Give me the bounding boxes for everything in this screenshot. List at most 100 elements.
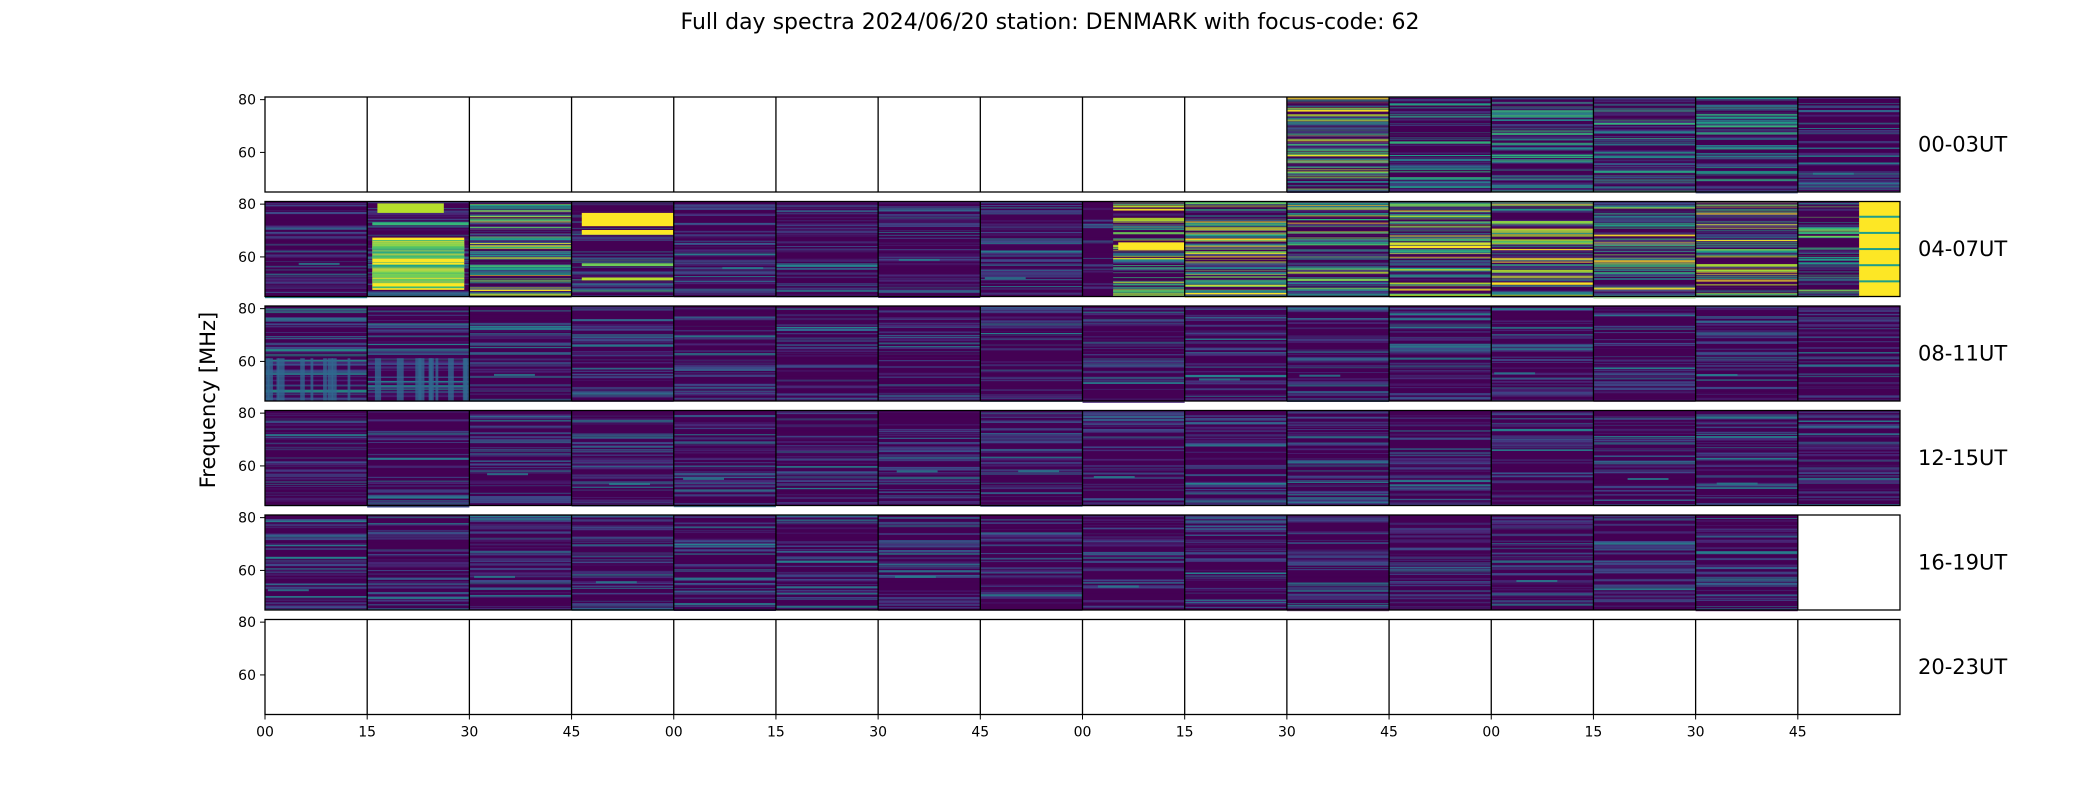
spectrum-panel (571, 619, 674, 715)
spectra-row-04-07UT: 80 60 04-07UT (238, 197, 2007, 299)
row-frame (264, 514, 1901, 611)
spectrum-panel (1491, 619, 1594, 715)
spectrum-panel (1286, 97, 1390, 193)
spectrum-panel (367, 515, 470, 610)
spectrum-panel (265, 306, 368, 402)
spectrum-panel (1797, 97, 1900, 193)
spectrum-panel (1797, 306, 1900, 401)
spectrum-panel (1695, 97, 1798, 194)
spectrum-panel (980, 619, 1083, 715)
spectrum-panel (1797, 410, 1900, 506)
x-tick-label: 45 (1789, 725, 1807, 741)
spectrum-panel (673, 619, 776, 715)
spectrum-panel (878, 515, 981, 611)
spectrum-panel (1797, 619, 1900, 715)
y-tick-label: 80 (238, 511, 256, 527)
y-tick-label: 80 (238, 93, 256, 109)
spectrum-panel (980, 410, 1083, 507)
chart-title: Full day spectra 2024/06/20 station: DEN… (680, 10, 1420, 35)
spectrum-panel (775, 201, 879, 298)
spectra-row-20-23UT: 80 60 20-23UT (238, 615, 2007, 716)
spectrum-panel (1593, 619, 1696, 715)
spectrum-panel (1695, 410, 1798, 506)
y-tick-label: 60 (238, 354, 256, 370)
y-tick-label: 80 (238, 302, 256, 318)
spectrum-panel (571, 410, 674, 507)
spectra-row-08-11UT: 80 60 08-11UT (238, 302, 2007, 403)
spectrum-panel (1797, 201, 1900, 298)
spectrum-panel (1286, 619, 1390, 715)
row-label: 04-07UT (1918, 237, 2007, 261)
y-tick-label: 60 (238, 145, 256, 161)
spectrum-panel (1593, 515, 1696, 610)
spectrum-panel (1389, 97, 1492, 193)
spectrum-panel (367, 410, 470, 508)
x-tick-label: 30 (1687, 725, 1705, 741)
y-tick-label: 80 (238, 406, 256, 422)
spectrum-panel (775, 306, 879, 402)
spectrum-panel (1491, 410, 1594, 506)
row-label: 16-19UT (1918, 551, 2007, 575)
spectrum-panel (980, 201, 1083, 297)
spectrum-panel (469, 306, 572, 402)
x-tick-label: 45 (563, 725, 581, 741)
spectrum-panel (673, 306, 776, 401)
spectrum-panel (1491, 306, 1594, 402)
spectrum-panel (265, 201, 368, 299)
spectrum-panel (878, 619, 981, 715)
spectrum-panel (1286, 515, 1390, 612)
spectrum-panel (571, 306, 674, 402)
spectrum-panel (469, 515, 572, 610)
spectrum-panel (1593, 97, 1696, 193)
spectrum-panel (878, 306, 981, 401)
spectrum-panel (673, 515, 776, 611)
spectrum-panel (980, 306, 1083, 402)
x-tick-label: 15 (1585, 725, 1603, 741)
spectrum-panel (775, 619, 879, 715)
spectrum-panel (571, 515, 674, 611)
row-frame (264, 200, 1901, 298)
spectrum-panel (1082, 619, 1185, 715)
spectrum-panel (469, 97, 572, 192)
row-label: 12-15UT (1918, 446, 2007, 470)
spectrum-panel (1184, 306, 1287, 401)
spectrum-panel (1491, 515, 1594, 610)
y-tick-label: 80 (238, 615, 256, 631)
spectrum-panel (1286, 201, 1390, 298)
spectra-row-00-03UT: 80 60 00-03UT (238, 93, 2007, 194)
spectrum-panel (673, 410, 776, 508)
spectrum-panel (1695, 306, 1798, 401)
x-tick-label: 00 (1074, 725, 1092, 741)
spectrum-panel (265, 515, 368, 610)
spectrum-panel (980, 515, 1083, 611)
spectrum-panel (1286, 410, 1390, 506)
spectrum-panel (1797, 515, 1900, 610)
spectrum-panel (571, 201, 674, 297)
x-tick-label: 30 (1278, 725, 1296, 741)
spectrum-panel (1593, 410, 1696, 507)
spectrum-panel (1695, 515, 1798, 612)
x-tick-label: 15 (358, 725, 376, 741)
spectra-row-16-19UT: 80 60 16-19UT (238, 511, 2007, 612)
spectra-row-12-15UT: 80 60 12-15UT (238, 406, 2007, 508)
spectrum-panel (1082, 201, 1185, 297)
row-frame (264, 96, 1901, 193)
spectrum-panel (469, 410, 572, 506)
row-label: 00-03UT (1918, 133, 2007, 157)
spectrum-panel (1082, 97, 1185, 192)
row-frame (264, 305, 1901, 402)
spectrum-panel (673, 201, 776, 298)
spectrum-panel (1082, 306, 1185, 403)
spectrum-panel (1389, 306, 1492, 401)
spectrum-panel (878, 201, 981, 298)
spectrum-panel (265, 97, 368, 192)
spectrum-panel (571, 97, 674, 192)
y-tick-label: 80 (238, 197, 256, 213)
spectrum-panel (265, 619, 368, 715)
spectrum-panel (775, 410, 879, 506)
row-label: 08-11UT (1918, 342, 2007, 366)
spectrum-panel (367, 306, 470, 402)
x-tick-label: 30 (869, 725, 887, 741)
spectrum-panel (469, 201, 572, 298)
